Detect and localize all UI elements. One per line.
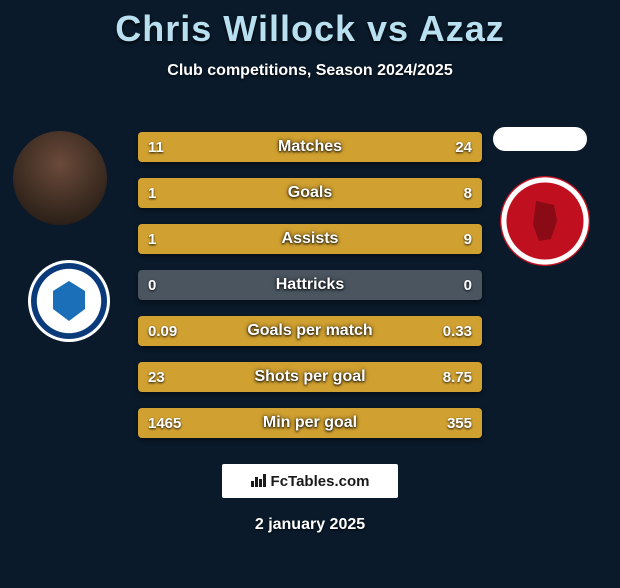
- stat-bar: 1124Matches: [138, 132, 482, 162]
- footer-date: 2 january 2025: [0, 516, 620, 534]
- stat-bar: 1465355Min per goal: [138, 408, 482, 438]
- stat-bar: 19Assists: [138, 224, 482, 254]
- stat-bar: 238.75Shots per goal: [138, 362, 482, 392]
- stat-label: Hattricks: [138, 270, 482, 300]
- chart-icon: [251, 473, 267, 490]
- stat-label: Shots per goal: [138, 362, 482, 392]
- comparison-panel: 1124Matches 18Goals 19Assists 00Hattricks 0.…: [0, 108, 620, 438]
- stat-label: Goals per match: [138, 316, 482, 346]
- fctables-logo[interactable]: FcTables.com: [222, 464, 398, 498]
- player1-club-crest: [28, 260, 110, 342]
- stat-bar: 18Goals: [138, 178, 482, 208]
- stat-bar: 0.090.33Goals per match: [138, 316, 482, 346]
- stat-label: Goals: [138, 178, 482, 208]
- logo-text: FcTables.com: [271, 473, 370, 490]
- page-title: Chris Willock vs Azaz: [0, 8, 620, 50]
- subtitle: Club competitions, Season 2024/2025: [0, 62, 620, 80]
- stat-label: Matches: [138, 132, 482, 162]
- player2-club-crest: [500, 176, 590, 266]
- stat-bars: 1124Matches 18Goals 19Assists 00Hattricks 0.…: [138, 132, 482, 454]
- stat-label: Assists: [138, 224, 482, 254]
- player2-avatar: [490, 124, 590, 154]
- player1-avatar: [10, 128, 110, 228]
- stat-label: Min per goal: [138, 408, 482, 438]
- stat-bar: 00Hattricks: [138, 270, 482, 300]
